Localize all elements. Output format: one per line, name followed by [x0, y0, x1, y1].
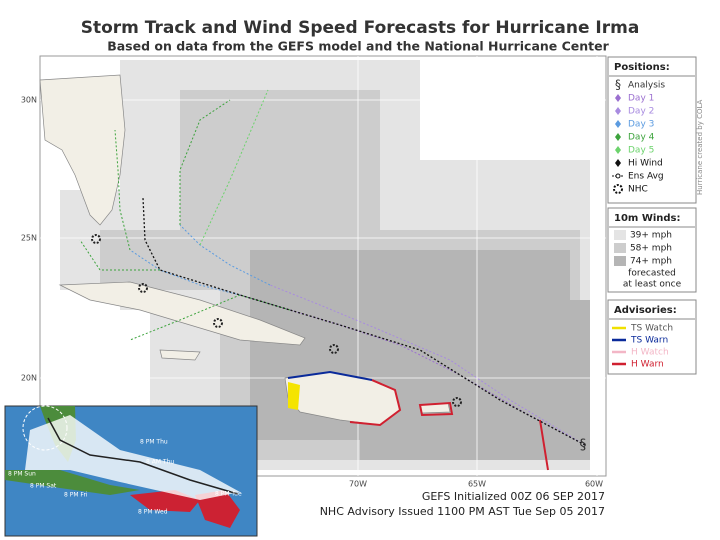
legend-winds: 10m Winds: 39+ mph 58+ mph 74+ mph forec…	[607, 207, 697, 293]
inset-map: 8 PM Thu 8 AM Thu 8 PM Sun 8 PM Sat 8 PM…	[4, 405, 258, 537]
legend-symbol	[615, 159, 621, 167]
legend-symbol	[615, 173, 621, 179]
legend-symbol	[615, 120, 621, 128]
legend-item: NHC	[628, 185, 648, 195]
legend-title: 10m Winds:	[614, 213, 681, 224]
legend-symbol	[615, 107, 621, 115]
legend-item: Day 5	[628, 146, 654, 156]
legend-item: H Watch	[631, 348, 669, 358]
footer-line: NHC Advisory Issued 1100 PM AST Tue Sep …	[320, 505, 605, 518]
legend-box	[607, 299, 697, 375]
legend-symbol	[615, 94, 621, 102]
legend-item: TS Watch	[630, 324, 673, 334]
inset-label: 8 PM Wed	[138, 509, 168, 516]
legend-symbol	[615, 133, 621, 141]
legend-item: H Warn	[631, 360, 664, 370]
lat-label: 20N	[21, 374, 37, 383]
legend-title: Advisories:	[614, 305, 677, 316]
credit: Hurricane created by COLA	[696, 99, 704, 195]
inset-land	[5, 470, 140, 495]
lon-label: 70W	[349, 480, 367, 489]
legend-title: Positions:	[614, 62, 670, 73]
inset-circle	[22, 405, 68, 451]
legend-item: 74+ mph	[630, 257, 672, 267]
inset-label: 8 PM Thu	[140, 439, 168, 446]
legend-item: TS Warn	[630, 336, 668, 346]
lat-label: 30N	[21, 96, 37, 105]
legend-symbol: §	[615, 78, 621, 92]
legend-symbol	[613, 184, 623, 194]
legend-box	[607, 56, 697, 204]
legend-item: 39+ mph	[630, 231, 672, 241]
legend-item: Day 1	[628, 94, 654, 104]
legend-item: Day 4	[628, 133, 655, 143]
legend-item: 58+ mph	[630, 244, 672, 254]
nhc-positions	[91, 234, 462, 407]
lon-label: 65W	[468, 480, 486, 489]
swatch	[614, 243, 626, 253]
legend-symbol	[615, 146, 621, 154]
analysis-symbol: §	[580, 437, 587, 453]
legend-item: Ens Avg	[628, 172, 664, 182]
inset-track	[47, 417, 239, 495]
lon-label: 60W	[585, 480, 603, 489]
legend-note: forecasted	[628, 269, 676, 279]
legend-advisories: Advisories:	[607, 299, 697, 375]
inset-label: 8 PM Tue	[215, 491, 242, 498]
inset-label: 8 PM Sat	[30, 483, 57, 490]
legend-item: Analysis	[628, 81, 665, 91]
swatch	[614, 256, 626, 266]
legend-positions: Positions:	[607, 56, 697, 204]
inset-label: 8 PM Sun	[8, 471, 36, 478]
legend-item: Day 2	[628, 107, 654, 117]
legend-item: Day 3	[628, 120, 654, 130]
h-warn-coast	[349, 379, 549, 471]
inset-label: 8 PM Fri	[64, 492, 88, 499]
swatch	[614, 230, 626, 240]
legend-item: Hi Wind	[628, 159, 663, 169]
land	[39, 74, 451, 426]
ts-watch-coast	[288, 382, 300, 410]
inset-label: 8 AM Thu	[146, 459, 174, 466]
legend-note: at least once	[623, 280, 682, 290]
map: § 30N 25N 20N 70W 65W 60W	[21, 55, 607, 489]
inset-land	[195, 490, 240, 528]
footer-line: GEFS Initialized 00Z 06 SEP 2017	[422, 490, 605, 503]
tracks	[79, 89, 586, 446]
lat-label: 25N	[21, 234, 37, 243]
subtitle: Based on data from the GEFS model and th…	[107, 39, 609, 54]
title: Storm Track and Wind Speed Forecasts for…	[81, 18, 640, 38]
ts-warn-coast	[287, 370, 373, 381]
